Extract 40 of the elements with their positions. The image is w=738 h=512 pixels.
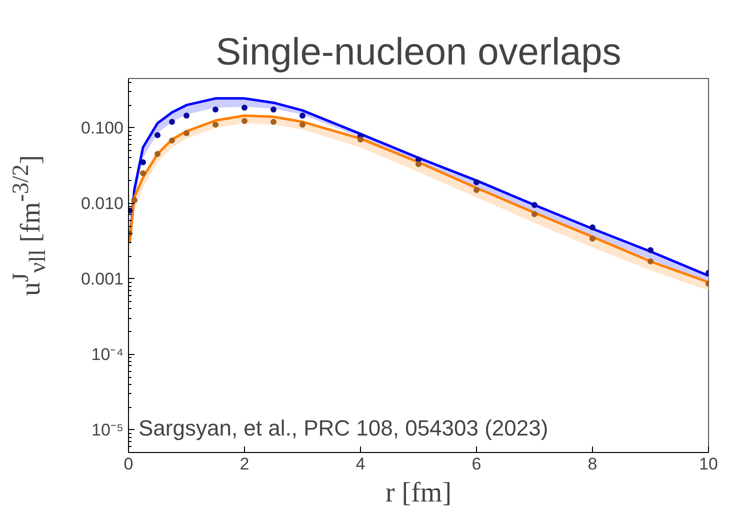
point	[212, 122, 218, 128]
point	[358, 136, 364, 142]
x-tick-label: 0	[124, 454, 134, 474]
point	[648, 247, 654, 254]
point	[140, 170, 146, 176]
point	[242, 104, 248, 111]
y-tick-label: 10⁻⁴	[91, 344, 124, 364]
x-axis-title: r [fm]	[385, 478, 452, 508]
point	[416, 161, 422, 168]
point	[474, 179, 480, 186]
point	[140, 159, 146, 166]
point	[474, 187, 480, 194]
point	[590, 236, 596, 242]
annotation: Sargsyan, et al., PRC 108, 054303 (2023)	[138, 416, 548, 440]
point	[184, 130, 190, 136]
x-tick-label: 2	[240, 454, 250, 474]
y-tick-label: 0.001	[80, 269, 124, 288]
point	[270, 106, 276, 112]
chart-title: Single-nucleon overlaps	[216, 32, 622, 74]
y-tick-label: 0.010	[80, 194, 124, 213]
y-tick-label: 10⁻⁵	[92, 420, 124, 440]
y-tick-label: 0.100	[80, 118, 124, 138]
x-tick-label: 10	[699, 454, 718, 474]
point	[648, 258, 654, 264]
x-tick-label: 4	[356, 454, 366, 474]
point	[169, 137, 175, 144]
point	[590, 224, 596, 230]
point	[154, 150, 160, 157]
point	[532, 211, 538, 218]
point	[270, 118, 276, 125]
point	[169, 118, 175, 125]
x-tick-label: 8	[588, 454, 598, 474]
point	[242, 118, 248, 124]
x-tick-label: 6	[472, 454, 482, 474]
point	[184, 112, 190, 119]
point	[300, 122, 306, 128]
point	[212, 106, 218, 112]
point	[154, 132, 160, 138]
point	[300, 112, 306, 119]
point	[532, 202, 538, 208]
